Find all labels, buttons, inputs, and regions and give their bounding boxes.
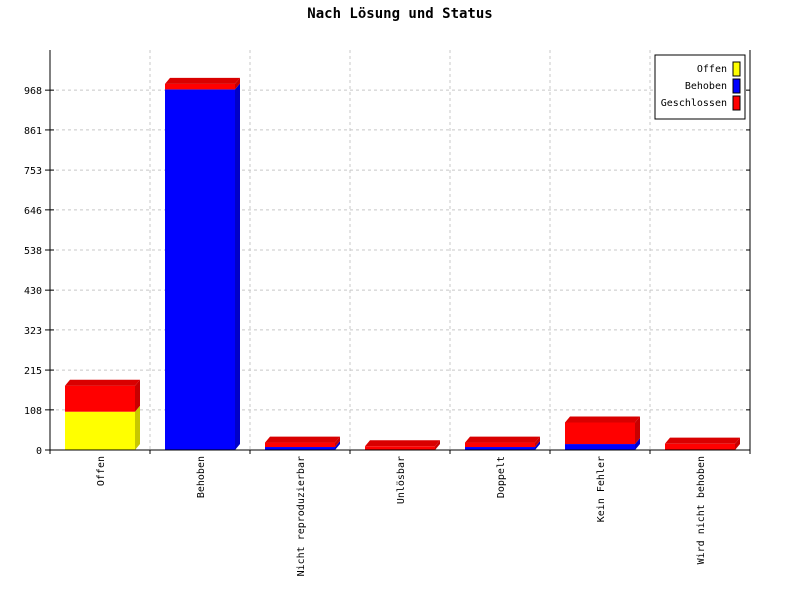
bar-side: [635, 438, 640, 450]
bar-geschlossen: [665, 443, 735, 450]
bar-behoben: [265, 447, 335, 450]
legend-swatch: [732, 95, 741, 111]
x-tick-label: Behoben: [196, 456, 207, 498]
bar-behoben: [465, 447, 535, 450]
bar-top: [665, 437, 740, 444]
grid: [50, 50, 751, 450]
y-tick-label: 646: [24, 206, 42, 217]
legend-label: Behoben: [685, 81, 727, 92]
legend-swatch: [732, 78, 741, 94]
bar-top: [165, 77, 240, 84]
y-tick-label: 538: [24, 246, 42, 257]
bar-side: [535, 436, 540, 448]
bar-side: [235, 77, 240, 90]
bar-side: [135, 379, 140, 412]
y-tick-label: 108: [24, 406, 42, 417]
y-tick-label: 861: [24, 126, 42, 137]
x-tick-label: Doppelt: [496, 456, 507, 498]
bar-side: [735, 437, 740, 450]
x-tick-label: Nicht reproduzierbar: [296, 456, 307, 576]
x-tick-label: Unlösbar: [396, 456, 407, 504]
bar-behoben: [165, 89, 235, 450]
legend-label: Offen: [697, 64, 727, 75]
legend-label: Geschlossen: [661, 98, 727, 109]
bar-top: [465, 436, 540, 443]
bar-offen: [65, 411, 135, 450]
bar-geschlossen: [465, 442, 535, 448]
legend: Offen Behoben Geschlossen: [654, 54, 746, 120]
y-tick-label: 430: [24, 286, 42, 297]
bar-geschlossen: [165, 83, 235, 90]
axes: 0 108 215 323 430 538 646 753 861 968 Offen Behoben…: [24, 50, 751, 576]
legend-swatch: [732, 61, 741, 77]
legend-box: [654, 54, 746, 120]
bar-side: [135, 405, 140, 450]
bar-top: [265, 436, 340, 443]
bar-behoben: [565, 444, 635, 450]
bar-side: [335, 441, 340, 450]
bar-top: [365, 440, 440, 447]
y-tick-label: 215: [24, 366, 42, 377]
bars: [65, 77, 740, 450]
bar-side: [535, 441, 540, 450]
y-tick-label: 753: [24, 166, 42, 177]
x-tick-label: Offen: [96, 456, 107, 486]
bar-side: [235, 83, 240, 450]
bar-geschlossen: [565, 422, 635, 445]
bar-side: [635, 416, 640, 445]
x-tick-label: Kein Fehler: [596, 456, 607, 522]
bar-geschlossen: [365, 446, 435, 450]
bar-top: [565, 416, 640, 423]
bar-side: [335, 436, 340, 448]
x-tick-label: Wird nicht behoben: [696, 456, 707, 564]
bar-geschlossen: [65, 385, 135, 412]
bar-top: [65, 379, 140, 386]
y-tick-label: 0: [36, 446, 42, 457]
bar-side: [435, 440, 440, 450]
y-tick-label: 323: [24, 326, 42, 337]
y-tick-label: 968: [24, 86, 42, 97]
chart-title: Nach Lösung und Status: [307, 6, 492, 22]
bar-geschlossen: [265, 442, 335, 448]
